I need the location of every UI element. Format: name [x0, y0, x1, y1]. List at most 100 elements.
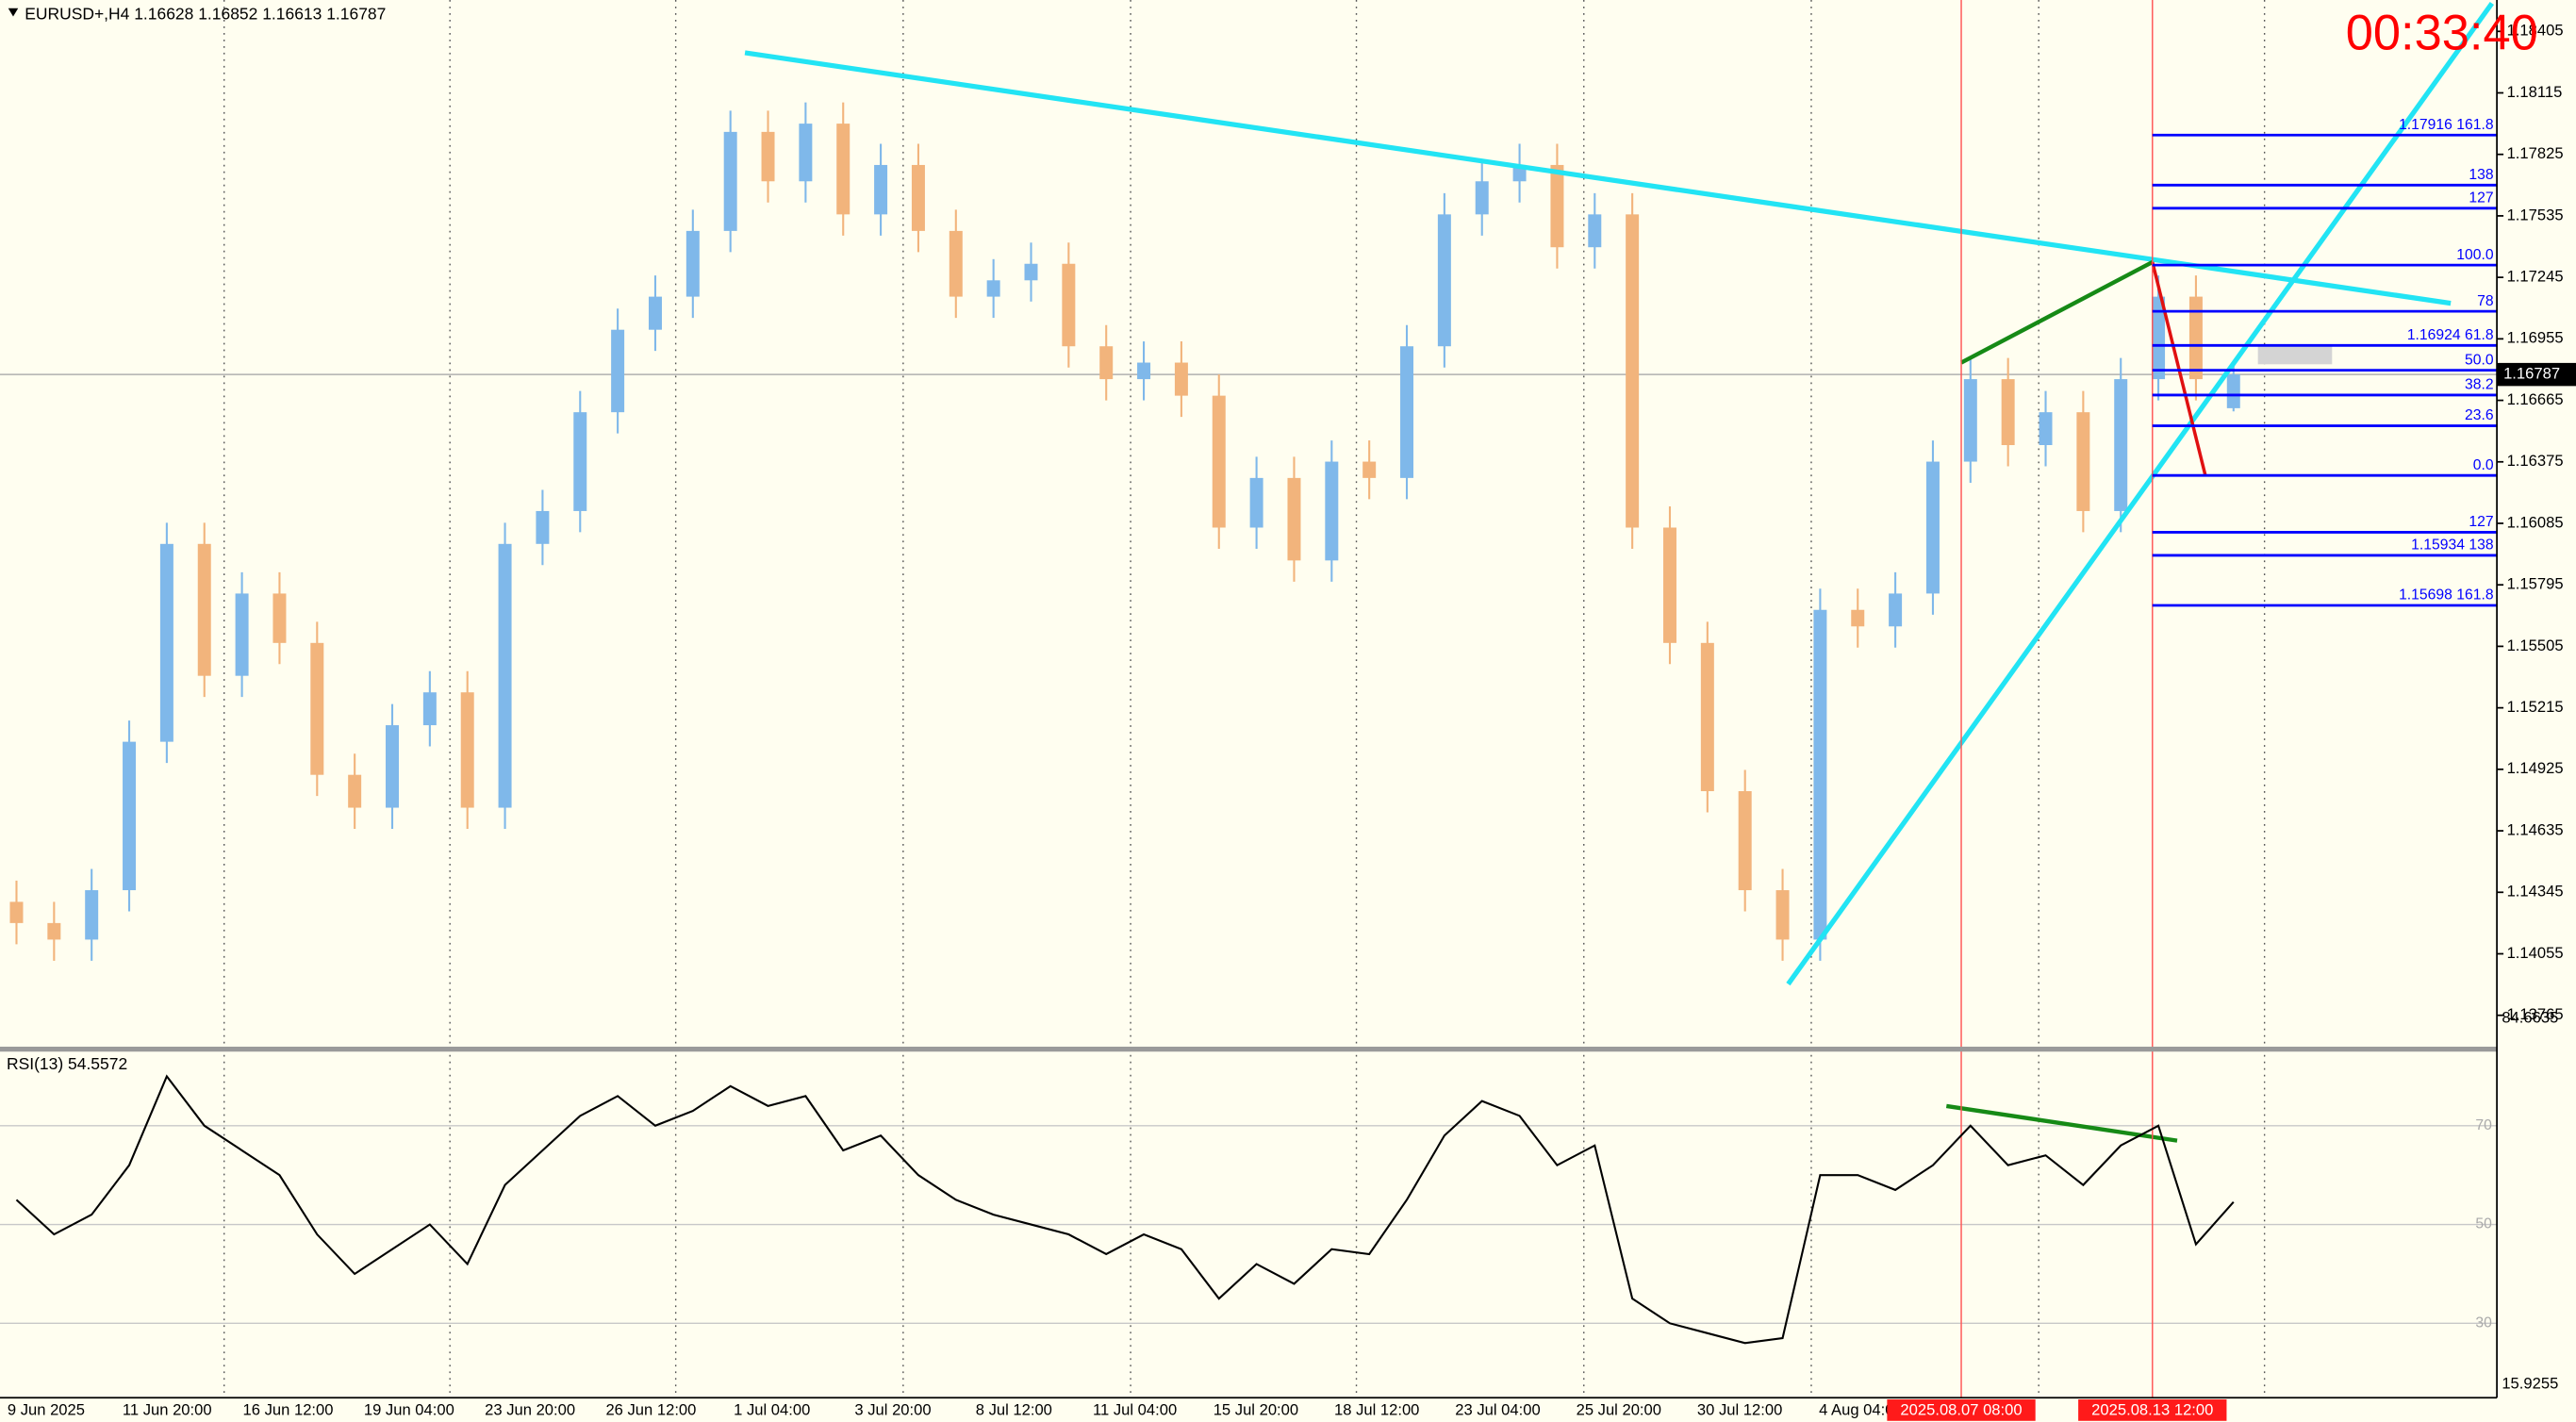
candle-body — [2152, 296, 2166, 380]
y-tick-label: 1.14055 — [2507, 944, 2564, 962]
marker-label-box — [1887, 1399, 2036, 1421]
chart-header: EURUSD+,H4 1.16628 1.16852 1.16613 1.167… — [25, 4, 386, 23]
candle-body — [836, 124, 850, 215]
y-tick-label: 1.17535 — [2507, 206, 2564, 223]
price-box — [2497, 362, 2576, 387]
candle-body — [2076, 412, 2090, 511]
marker-label-box — [2078, 1399, 2227, 1421]
fib-label: 0.0 — [2473, 457, 2494, 473]
price-box-label: 1.16787 — [2503, 365, 2560, 383]
fib-label: 50.0 — [2465, 352, 2494, 368]
candle-body — [573, 412, 587, 511]
y-tick-label: 1.18115 — [2507, 83, 2563, 101]
candle-body — [648, 296, 662, 330]
fib-label: 127 — [2469, 190, 2493, 206]
candle-body — [1663, 527, 1676, 643]
shaded-box — [2257, 344, 2333, 365]
panel-separator — [0, 1046, 2498, 1052]
candle-body — [723, 131, 737, 231]
x-tick-label: 11 Jul 04:00 — [1093, 1401, 1177, 1419]
candle-body — [1062, 263, 1076, 347]
candle-body — [949, 230, 963, 297]
marker-label: 2025.08.07 08:00 — [1900, 1401, 2022, 1419]
rsi-level-label: 50 — [2475, 1216, 2492, 1232]
y-tick-label: 1.13765 — [2507, 1005, 2564, 1023]
y-tick-label: 1.16955 — [2507, 329, 2564, 347]
candle-body — [1700, 642, 1714, 792]
candle-body — [1475, 181, 1489, 215]
candle-body — [1325, 461, 1339, 561]
candle-body — [1212, 395, 1226, 528]
candle-body — [874, 164, 888, 215]
candle-body — [348, 774, 362, 808]
x-tick-label: 23 Jun 20:00 — [485, 1401, 575, 1419]
candle-body — [611, 329, 625, 413]
fib-label: 127 — [2469, 514, 2493, 530]
candle-body — [1925, 461, 1940, 594]
y-tick-label: 1.14635 — [2507, 820, 2564, 838]
drawings — [744, 0, 2494, 1398]
candles — [9, 102, 2240, 961]
candle-body — [2039, 412, 2053, 446]
trend-line — [1786, 1, 2494, 986]
y-tick-label: 1.18405 — [2507, 22, 2564, 40]
x-tick-label: 4 Aug 04:00 — [1819, 1401, 1903, 1419]
candle-body — [1137, 362, 1151, 380]
x-tick-label: 16 Jun 12:00 — [243, 1401, 334, 1419]
candle-body — [2226, 374, 2240, 408]
candle-body — [2001, 379, 2015, 446]
x-tick-label: 3 Jul 20:00 — [854, 1401, 931, 1419]
x-tick-label: 30 Jul 12:00 — [1697, 1401, 1782, 1419]
candle-body — [685, 230, 700, 297]
candle-body — [1400, 346, 1414, 478]
candle-body — [2188, 296, 2203, 380]
candle-body — [1889, 593, 1903, 627]
candle-body — [986, 280, 1000, 297]
y-tick-label: 1.15795 — [2507, 575, 2564, 593]
fib-anchor-line — [2151, 261, 2207, 475]
candle-body — [1775, 890, 1790, 940]
fib-label: 1.17916 161.8 — [2399, 117, 2494, 133]
divergence-line — [1960, 259, 2154, 365]
rsi-max-label: 84.6635 — [2502, 1009, 2558, 1027]
fib-label: 38.2 — [2465, 377, 2494, 393]
fib-label: 1.15698 161.8 — [2399, 587, 2494, 604]
candle-body — [536, 510, 550, 544]
y-tick-label: 1.14925 — [2507, 759, 2564, 777]
y-tick-label: 1.14345 — [2507, 883, 2564, 901]
rsi-level-label: 70 — [2475, 1117, 2492, 1133]
fib-label: 1.16924 61.8 — [2407, 327, 2494, 343]
candle-body — [911, 164, 925, 231]
y-tick-label: 1.16085 — [2507, 513, 2564, 531]
x-tick-label: 18 Jul 12:00 — [1334, 1401, 1419, 1419]
candle-body — [1174, 362, 1188, 396]
menu-triangle[interactable] — [8, 8, 19, 17]
over-layer: 1.18405 1.18115 1.17825 1.17535 1.17245 1.169… — [8, 22, 2576, 1421]
trend-line — [744, 50, 2452, 306]
candle-body — [1249, 477, 1263, 528]
rsi-min-label: 15.9255 — [2502, 1375, 2558, 1393]
candle-body — [197, 543, 211, 676]
y-tick-label: 1.16375 — [2507, 452, 2564, 470]
x-tick-label: 25 Jul 20:00 — [1577, 1401, 1661, 1419]
candle-body — [235, 593, 249, 676]
y-tick-label: 1.15505 — [2507, 637, 2564, 654]
x-tick-label: 19 Jun 04:00 — [364, 1401, 454, 1419]
candle-body — [799, 124, 813, 182]
candle-body — [47, 922, 61, 940]
candle-body — [1851, 609, 1865, 627]
candle-body — [123, 741, 137, 891]
candle-body — [1963, 379, 1977, 462]
candle-body — [1550, 164, 1564, 248]
fib-label: 78 — [2477, 293, 2494, 309]
candle-body — [498, 543, 512, 808]
candle-body — [1099, 346, 1114, 380]
x-tick-label: 15 Jul 20:00 — [1214, 1401, 1298, 1419]
candle-body — [159, 543, 173, 742]
marker-label: 2025.08.13 12:00 — [2091, 1401, 2213, 1419]
candle-body — [1437, 214, 1451, 347]
candle-body — [761, 131, 775, 182]
x-tick-label: 1 Jul 04:00 — [734, 1401, 810, 1419]
fib-label: 100.0 — [2456, 247, 2494, 263]
